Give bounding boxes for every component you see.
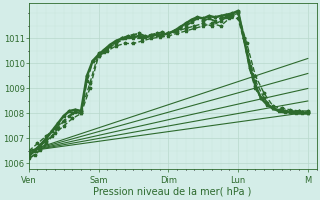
X-axis label: Pression niveau de la mer( hPa ): Pression niveau de la mer( hPa ): [93, 187, 252, 197]
